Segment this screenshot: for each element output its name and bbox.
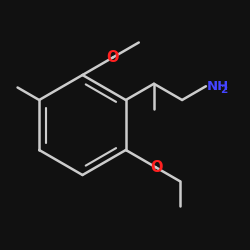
Text: 2: 2 [220,85,227,95]
Text: O: O [150,160,162,175]
Text: NH: NH [207,80,230,93]
Text: O: O [106,50,119,65]
